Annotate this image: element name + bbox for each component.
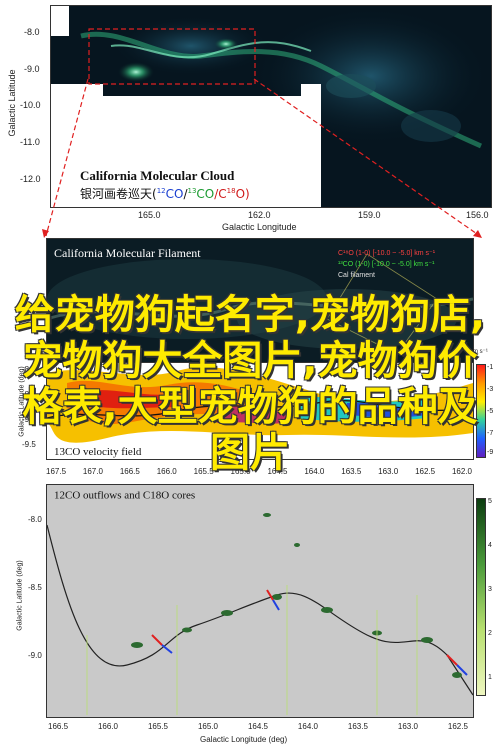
panel1-ytick-1: -9.0 <box>24 64 40 74</box>
legend-c18o: C¹⁸O (1-0) [-10.0 ~ -5.0] km s⁻¹ <box>338 250 436 257</box>
panel3-xtick: 163.0 <box>397 722 418 731</box>
panel3-colorbar <box>476 498 486 696</box>
panel2-cbar-tick-1: -3 <box>487 386 494 393</box>
panel3-cbar-tick-2: 3 <box>488 586 492 593</box>
panel2-ytick-2: -9.0 <box>22 415 36 424</box>
overlay-article-title[interactable]: 给宠物狗起名字,宠物狗店,宠物狗大全图片,宠物狗价格表,大型宠物狗的品种及图片 <box>14 292 486 476</box>
panel-outflows-cores: 5 4 3 2 1 12CO outflows and C18O cores G… <box>0 480 500 747</box>
panel2-cbar-tick-0: -1 <box>487 364 494 371</box>
panel2-ytick-1: -8.5 <box>22 390 36 399</box>
panel3-plot-frame <box>46 484 474 718</box>
panel3-xtick: 164.0 <box>297 722 318 731</box>
panel3-xtick: 162.5 <box>447 722 468 731</box>
legend-o-red: O) <box>235 187 250 201</box>
panel1-subtitle: 银河画卷巡天(12CO/13CO/C18O) <box>80 185 250 202</box>
panel3-xtick: 163.5 <box>347 722 368 731</box>
panel1-plot-frame <box>50 5 492 208</box>
panel3-xtick: 166.0 <box>97 722 119 731</box>
panel2-xtick: 162.5 <box>415 467 436 476</box>
panel2-filament-map <box>47 239 473 363</box>
panel1-xlabel: Galactic Longitude <box>222 222 297 232</box>
panel2-xtick: 164.5 <box>267 467 288 476</box>
panel2-xtick: 166.0 <box>156 467 177 476</box>
panel2-ytick-3: -9.5 <box>22 440 36 449</box>
panel2-xtick: 165.0 <box>230 467 251 476</box>
panel3-ylabel: Galactic Latitude (deg) <box>16 560 24 631</box>
panel2-xtick: 166.5 <box>119 467 140 476</box>
velocity-field-map <box>47 367 473 443</box>
panel3-title-text: 12CO outflows and C18O cores <box>54 489 196 502</box>
panel3-ytick-0: -8.0 <box>28 515 42 524</box>
panel-california-molecular-filament: California Molecular Filament C¹⁸O (1-0)… <box>0 238 500 480</box>
panel3-ytick-1: -8.5 <box>28 583 42 592</box>
panel3-core-map <box>47 485 473 717</box>
panel1-ytick-3: -11.0 <box>20 137 40 147</box>
panel2-xtick: 162.0 <box>451 467 472 476</box>
panel3-title: 12CO outflows and C18O cores <box>54 488 195 502</box>
panel3-cbar-tick-0: 5 <box>488 498 492 505</box>
legend-co-green: CO <box>196 187 215 201</box>
panel2-cbar-tick-2: -5 <box>487 408 494 415</box>
panel2-legend: C¹⁸O (1-0) [-10.0 ~ -5.0] km s⁻¹ ¹³CO (1… <box>338 248 435 281</box>
panel2-xtick: 165.5 <box>193 467 214 476</box>
panel1-dust-map <box>51 6 491 207</box>
legend-18: 18 <box>226 187 236 195</box>
panel1-ytick-2: -10.0 <box>20 100 41 110</box>
panel3-xtick: 164.5 <box>247 722 268 731</box>
panel2-colorbar <box>476 364 486 458</box>
legend-filament: Cal filament <box>338 272 375 279</box>
panel2-cbar-label: km s⁻¹ <box>470 349 488 355</box>
panel2-velocity-frame <box>46 362 474 460</box>
legend-13co: ¹³CO (1-0) [-10.0 ~ -5.0] km s⁻¹ <box>338 261 435 268</box>
panel1-xtick-0: 165.0 <box>138 210 161 220</box>
panel1-subtitle-cn: 银河画卷巡天 <box>80 187 153 201</box>
panel-california-molecular-cloud: California Molecular Cloud 银河画卷巡天(12CO/1… <box>0 0 500 232</box>
panel1-subtitle-slash: / <box>183 187 188 201</box>
legend-c-red: /C <box>214 187 227 201</box>
panel1-title: California Molecular Cloud <box>80 168 235 183</box>
panel3-xtick: 166.5 <box>48 722 69 731</box>
panel1-xtick-1: 162.0 <box>248 210 271 220</box>
panel2-xtick: 164.0 <box>304 467 325 476</box>
panel2-cbar-tick-4: -9 <box>487 449 494 456</box>
panel1-ytick-0: -8.0 <box>24 27 40 37</box>
legend-co-blue: CO <box>165 187 184 201</box>
panel1-xtick-3: 156.0 <box>466 210 489 220</box>
panel2-xtick: 163.5 <box>341 467 362 476</box>
panel3-xtick: 165.5 <box>147 722 168 731</box>
panel3-xticks: 166.5 166.0 165.5 165.0 164.5 164.0 163.… <box>48 722 468 731</box>
panel2-ytick-0: -8.0 <box>22 365 36 374</box>
panel1-ytick-4: -12.0 <box>20 174 41 184</box>
panel3-cbar-tick-3: 2 <box>488 630 492 637</box>
panel2-cbar-tick-3: -7 <box>487 430 494 437</box>
legend-12: 12 <box>156 187 166 195</box>
panel1-subtitle-open: ( <box>152 187 157 201</box>
panel2-subtitle: 13CO velocity field <box>54 446 142 458</box>
panel3-xlabel: Galactic Longitude (deg) <box>200 735 288 744</box>
panel2-xticks: 167.5 167.0 166.5 166.0 165.5 165.0 164.… <box>46 467 472 476</box>
panel2-title: California Molecular Filament <box>54 246 201 260</box>
panel1-xtick-2: 159.0 <box>358 210 381 220</box>
zoom-connector-lines <box>42 78 482 238</box>
panel2-xtick: 167.5 <box>46 467 67 476</box>
panel2-upper-frame <box>46 238 474 364</box>
panel3-cbar-tick-1: 4 <box>488 542 492 549</box>
panel2-xtick: 167.0 <box>82 467 103 476</box>
panel3-xtick: 165.0 <box>197 722 218 731</box>
panel3-cbar-tick-4: 1 <box>488 674 492 681</box>
panel2-xtick: 163.0 <box>378 467 399 476</box>
legend-13: 13 <box>187 187 197 195</box>
panel3-ytick-2: -9.0 <box>28 651 42 660</box>
